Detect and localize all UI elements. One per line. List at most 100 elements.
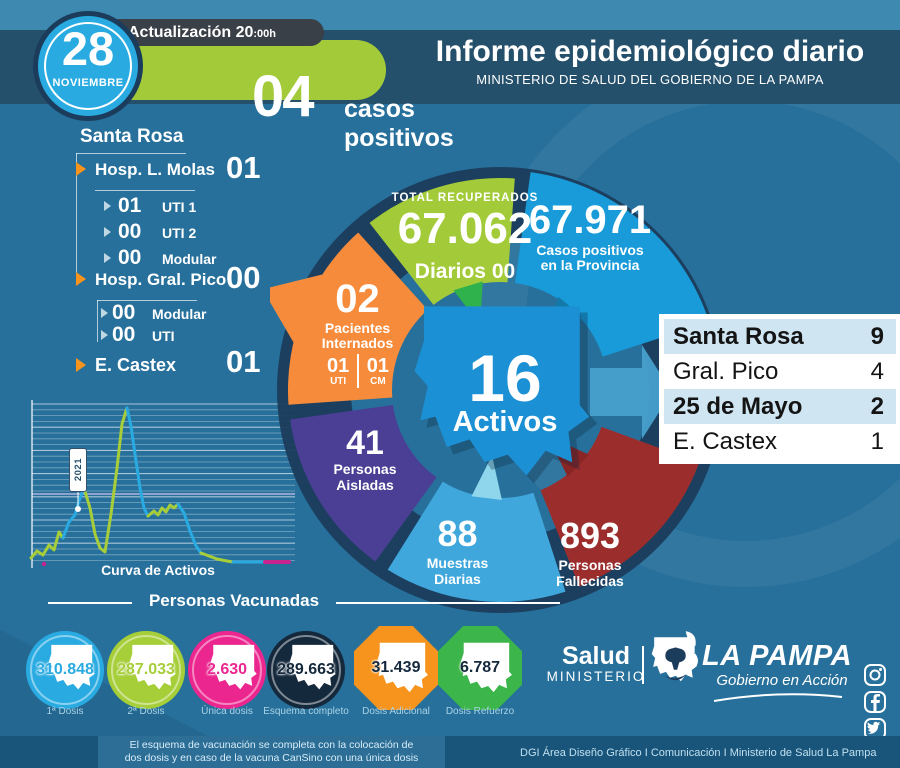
facebook-icon[interactable] (863, 690, 887, 714)
castex-name: E. Castex (95, 355, 177, 375)
booster-label: Dosis Refuerzo (445, 706, 515, 717)
dose2-label: 2ª Dosis (127, 706, 165, 717)
chevron-icon (104, 201, 111, 211)
chevron-icon (101, 330, 108, 340)
additional-label: Dosis Adicional (362, 706, 430, 717)
title-rule (336, 602, 560, 604)
divider (357, 354, 359, 388)
additional-value: 31.439 (371, 659, 421, 676)
recovered-label: TOTAL RECUPERADOS (391, 192, 539, 204)
samples-value: 88 (437, 513, 478, 554)
hospital-pico-name: Hosp. Gral. Pico (95, 270, 227, 289)
molas-sub-label: Modular (162, 251, 217, 267)
samples-label: Diarias (434, 571, 481, 587)
brand-swoosh (713, 693, 843, 702)
table-row: Santa Rosa 9 (664, 319, 896, 354)
uti-value: 01 (327, 354, 350, 377)
inpatients-out-arrow (270, 274, 323, 343)
active-cases-chart (29, 400, 295, 568)
table-row: 25 de Mayo 2 (664, 389, 896, 424)
inpatients-value: 02 (335, 277, 380, 321)
vaccination-footnote: El esquema de vacunación se completa con… (124, 739, 419, 764)
update-label: Actualización (128, 24, 232, 41)
vaccine-badge-booster: 6.787 (438, 626, 522, 710)
segment-inpatients (287, 232, 428, 405)
positives-label: Casos positivos (536, 242, 644, 258)
tree-line (76, 153, 186, 154)
ministerio-wordmark: MINISTERIO (546, 669, 646, 684)
arrow-icon (76, 358, 86, 372)
castex-value: 01 (226, 344, 261, 379)
molas-sub-value: 00 (118, 220, 142, 243)
hospital-molas-name: Hosp. L. Molas (95, 160, 215, 179)
samples-label: Muestras (426, 555, 489, 571)
hospital-molas-value: 01 (226, 150, 261, 185)
vaccine-badge-single: 2.630 (188, 631, 266, 709)
active-count: 16 (468, 341, 542, 415)
city-value: 1 (870, 427, 884, 455)
chart-title: Curva de Activos (101, 562, 215, 578)
city-name: E. Castex (673, 427, 778, 455)
chevron-icon (101, 308, 108, 318)
molas-sub-label: UTI 1 (162, 199, 197, 215)
tree-line (97, 300, 98, 342)
city-value: 9 (870, 322, 884, 350)
table-row: Gral. Pico 4 (664, 354, 896, 389)
vaccine-badge-additional: 31.439 (354, 626, 438, 710)
instagram-icon[interactable] (863, 663, 887, 687)
city-santa-rosa: Santa Rosa (80, 126, 184, 147)
positives-label: en la Provincia (540, 257, 640, 273)
segment-isolated (290, 405, 437, 562)
molas-sub-value: 00 (118, 246, 142, 269)
salud-wordmark: Salud (561, 642, 631, 670)
pico-sub-value: 00 (112, 301, 136, 324)
cities-table: Santa Rosa 9 Gral. Pico 4 25 de Mayo 2 E… (659, 314, 900, 464)
vaccine-badge-dose2: 287.033 (107, 631, 185, 709)
credits: DGI Área Diseño Gráfico I Comunicación I… (520, 747, 877, 759)
deaths-label: Fallecidas (556, 573, 624, 589)
footnote-panel (98, 736, 445, 768)
pico-sub-value: 00 (112, 323, 136, 346)
booster-value: 6.787 (459, 659, 501, 676)
dose1-label: 1ª Dosis (46, 706, 84, 717)
segment-samples (387, 481, 566, 602)
vaccine-badge-complete: 289.663 (267, 631, 345, 709)
brand-slogan: Gobierno en Acción (716, 672, 848, 689)
chart-year-flag: 2021 (69, 448, 87, 492)
pico-sub-label: UTI (152, 328, 175, 344)
deaths-value: 893 (559, 515, 621, 556)
recovered-value: 67.062 (397, 204, 533, 253)
hospital-pico-value: 00 (226, 260, 261, 295)
isolated-value: 41 (346, 424, 384, 462)
active-label: Activos (452, 406, 558, 438)
deaths-label: Personas (558, 557, 622, 573)
city-name: 25 de Mayo (673, 392, 803, 420)
vaccine-badge-dose1: 310.848 (26, 631, 104, 709)
arrow-icon (76, 162, 86, 176)
date-badge-ring (44, 22, 132, 110)
pico-sub-label: Modular (152, 306, 207, 322)
segment-positives (515, 172, 710, 357)
brand-divider (642, 646, 644, 684)
table-row: E. Castex 1 (664, 424, 896, 459)
tree-line (97, 300, 197, 301)
cm-label: CM (370, 375, 386, 387)
la-pampa-logo-icon (651, 631, 698, 682)
segment-recovered (369, 177, 515, 305)
city-name: Santa Rosa (673, 322, 804, 350)
positive-cases-label: casos positivos (344, 95, 454, 152)
date-badge: 28 NOVIEMBRE (33, 11, 143, 121)
positive-cases-number: 04 (252, 64, 314, 129)
single-dose-label: Única dosis (201, 706, 253, 717)
segment-deaths (540, 426, 700, 587)
city-value: 2 (870, 392, 884, 420)
positive-cases-pill: 04 casos positivos (112, 40, 454, 152)
title-rule (48, 602, 132, 604)
inpatients-label: Internados (321, 335, 394, 351)
tree-line (95, 190, 195, 191)
dose1-value: 310.848 (36, 661, 94, 678)
complete-value: 289.663 (277, 661, 335, 678)
complete-label: Esquema completo (263, 706, 349, 717)
molas-sub-label: UTI 2 (162, 225, 197, 241)
isolated-label: Aisladas (336, 477, 394, 493)
